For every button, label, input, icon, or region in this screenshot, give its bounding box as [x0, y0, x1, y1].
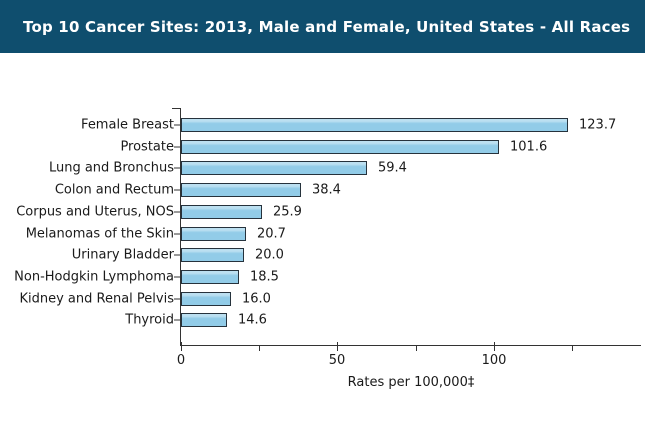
bar-value-label: 59.4: [378, 160, 407, 176]
bar-value-label: 20.7: [257, 226, 286, 241]
bar: [181, 269, 239, 284]
bar: [181, 204, 262, 219]
x-axis-major-tick: [181, 342, 182, 351]
category-label: Melanomas of the Skin: [25, 226, 174, 241]
plot-area: Rates per 100,000‡ Female Breast 123.7 Pro…: [14, 108, 641, 389]
bar: [181, 313, 227, 328]
x-axis-minor-tick: [259, 346, 260, 351]
x-axis-minor-tick: [416, 346, 417, 351]
bar: [181, 291, 231, 306]
bar: [181, 139, 499, 154]
y-axis-tick: [174, 124, 181, 126]
bar: [181, 183, 301, 198]
category-label: Non-Hodgkin Lymphoma: [14, 269, 174, 285]
category-label: Urinary Bladder: [71, 247, 174, 263]
x-axis-tick-label: 50: [328, 353, 346, 368]
y-axis-tick: [174, 211, 181, 213]
category-label: Kidney and Renal Pelvis: [19, 291, 174, 307]
y-axis-tick: [174, 146, 181, 148]
category-label: Female Breast: [81, 117, 174, 133]
bar-chart: Rates per 100,000‡ Female Breast 123.7 Pro…: [0, 53, 645, 439]
category-label: Colon and Rectum: [54, 182, 174, 198]
bar: [181, 118, 568, 132]
x-axis-major-tick: [494, 342, 495, 351]
category-label: Prostate: [120, 139, 174, 155]
title-bar: Top 10 Cancer Sites: 2013, Male and Fema…: [0, 0, 645, 53]
bar-value-label: 16.0: [242, 291, 271, 307]
category-label: Corpus and Uterus, NOS: [16, 204, 174, 220]
y-axis-top-tick: [172, 108, 181, 109]
bar-value-label: 25.9: [273, 204, 302, 220]
x-axis-major-tick: [337, 342, 338, 351]
bar: [181, 248, 244, 263]
bar-value-label: 14.6: [238, 312, 267, 328]
chart-title: Top 10 Cancer Sites: 2013, Male and Fema…: [23, 17, 631, 36]
x-axis-minor-tick: [572, 346, 573, 351]
bar-value-label: 101.6: [510, 139, 548, 155]
y-axis-tick: [174, 298, 181, 300]
category-label: Thyroid: [125, 312, 174, 328]
bar-value-label: 123.7: [579, 117, 617, 133]
bar: [181, 161, 367, 176]
x-axis-title: Rates per 100,000‡: [347, 375, 475, 390]
bar-value-label: 18.5: [250, 269, 279, 285]
bar-value-label: 38.4: [312, 182, 341, 198]
y-axis-tick: [174, 233, 181, 234]
x-axis-tick-label: 100: [481, 353, 507, 368]
bar: [181, 226, 246, 241]
y-axis-tick: [174, 276, 181, 278]
x-axis-tick-label: 0: [176, 353, 186, 368]
y-axis-tick: [174, 254, 181, 256]
y-axis-tick: [174, 189, 181, 191]
y-axis-tick: [174, 319, 181, 321]
y-axis-tick: [174, 167, 181, 169]
bar-value-label: 20.0: [255, 247, 284, 263]
category-label: Lung and Bronchus: [48, 160, 174, 176]
